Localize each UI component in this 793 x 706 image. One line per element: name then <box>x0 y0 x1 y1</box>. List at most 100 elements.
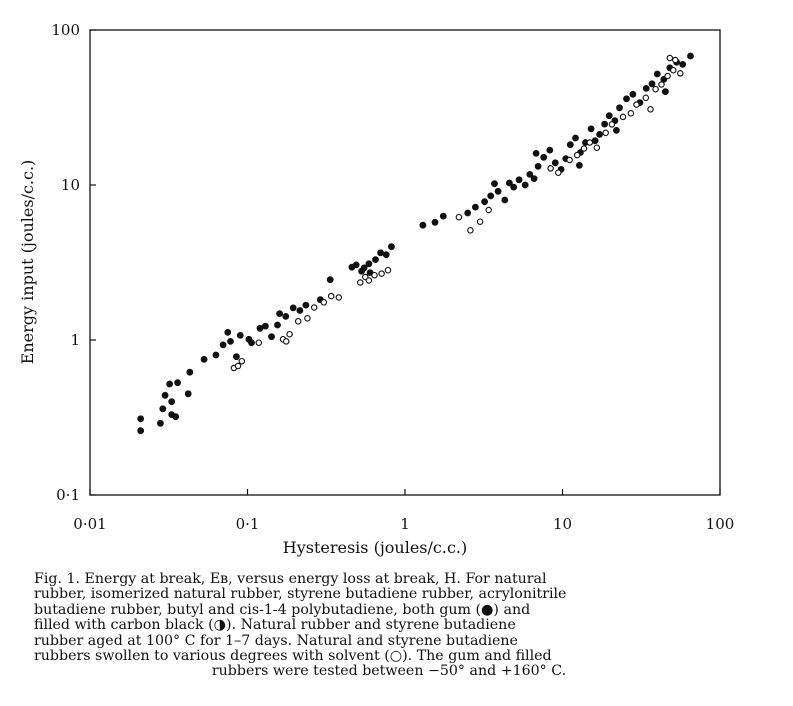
data-point-filled <box>439 212 447 220</box>
data-point-open <box>255 339 263 346</box>
data-point-filled <box>168 398 176 406</box>
data-point-filled <box>268 333 275 341</box>
data-point-filled <box>501 196 509 204</box>
data-point-filled <box>587 125 595 133</box>
data-point-filled <box>679 61 687 68</box>
data-point-filled <box>532 149 540 157</box>
data-point-filled <box>596 130 603 138</box>
data-point-open <box>555 169 562 176</box>
data-point-filled <box>464 209 472 217</box>
y-tick-label: 100 <box>51 21 80 39</box>
data-point-filled <box>274 321 281 329</box>
data-point-filled <box>515 176 523 184</box>
data-point-filled <box>302 301 310 309</box>
caption-line: rubbers swollen to various degrees with … <box>34 648 552 665</box>
data-point-open <box>378 270 385 277</box>
data-point-filled <box>360 264 368 272</box>
x-tick-label: 10 <box>553 515 572 533</box>
data-point-open <box>455 213 463 221</box>
data-point-filled <box>352 261 360 269</box>
data-point-filled <box>377 249 384 257</box>
data-point-open <box>642 94 650 102</box>
data-point-filled <box>365 260 373 268</box>
data-point-filled <box>326 276 334 284</box>
data-point-filled <box>521 181 529 189</box>
data-point-open <box>677 70 684 77</box>
data-point-filled <box>576 161 583 169</box>
data-point-filled <box>219 341 227 349</box>
data-point-filled <box>431 218 439 226</box>
data-point-open <box>593 144 601 151</box>
caption-line: butadiene rubber, butyl and cis-1-4 poly… <box>34 601 531 618</box>
data-point-open <box>670 66 677 74</box>
data-point-open <box>485 206 492 214</box>
data-point-filled <box>236 331 244 339</box>
data-point-filled <box>642 85 650 92</box>
data-point-filled <box>551 159 559 167</box>
scatter-chart: 0·01 0·1 1 10 100 0·1 1 10 100 Hysteresis (joul… <box>18 21 734 557</box>
data-point-filled <box>491 180 498 188</box>
data-point-filled <box>534 162 542 170</box>
data-point-filled <box>186 368 194 376</box>
data-point-filled <box>481 198 488 206</box>
data-point-filled <box>505 179 513 187</box>
data-point-filled <box>605 112 613 120</box>
data-point-open <box>335 294 343 301</box>
x-axis-title: Hysteresis (joules/c.c.) <box>283 538 468 557</box>
data-point-filled <box>494 187 502 195</box>
data-point-filled <box>540 153 548 161</box>
y-axis-ticks: 0·1 1 10 100 <box>51 21 96 504</box>
data-point-filled <box>471 203 479 211</box>
data-point-filled <box>653 70 661 78</box>
data-point-filled <box>616 104 623 112</box>
data-point-filled <box>248 339 255 347</box>
data-point-open <box>627 110 635 117</box>
data-point-filled <box>224 328 232 336</box>
data-point-open <box>294 318 302 325</box>
data-point-open <box>608 121 616 128</box>
data-point-filled <box>510 183 518 191</box>
data-point-open <box>647 106 654 113</box>
data-point-open <box>310 304 318 311</box>
data-point-filled <box>227 337 234 345</box>
data-point-open <box>619 113 627 121</box>
caption-line: Fig. 1. Energy at break, Eʙ, versus ener… <box>34 571 547 587</box>
data-point-open <box>304 315 311 322</box>
x-tick-label: 100 <box>706 515 735 533</box>
data-point-filled <box>566 141 574 149</box>
data-point-filled <box>174 379 181 387</box>
caption-line: rubber aged at 100° C for 1–7 days. Natu… <box>34 632 518 649</box>
data-point-open <box>672 56 679 64</box>
data-point-filled <box>648 80 656 88</box>
data-point-filled <box>156 419 164 427</box>
data-point-filled <box>487 192 495 200</box>
data-point-open <box>238 357 246 365</box>
data-point-open <box>602 129 609 137</box>
data-point-filled <box>623 95 630 103</box>
data-point-open <box>467 227 474 234</box>
data-point-filled <box>200 355 208 363</box>
x-axis-ticks: 0·01 0·1 1 10 100 <box>73 489 734 533</box>
data-point-open <box>371 271 378 279</box>
data-point-filled <box>372 256 379 263</box>
data-point-filled <box>387 243 395 251</box>
figure-caption: Fig. 1. Energy at break, Eʙ, versus ener… <box>34 571 744 680</box>
data-point-open <box>666 54 674 62</box>
y-tick-label: 10 <box>61 176 80 194</box>
data-point-filled <box>282 312 290 320</box>
x-tick-label: 0·1 <box>236 515 260 533</box>
data-point-open <box>357 279 364 286</box>
data-point-filled <box>212 351 220 359</box>
data-point-filled <box>546 146 554 154</box>
data-point-filled <box>137 415 145 423</box>
data-point-open <box>384 266 392 274</box>
data-point-open <box>547 165 554 172</box>
data-point-open <box>573 151 581 159</box>
data-point-filled <box>382 251 390 259</box>
data-point-open <box>580 145 588 152</box>
data-point-open <box>286 330 293 338</box>
caption-line: rubber, isomerized natural rubber, styre… <box>34 586 567 603</box>
data-point-filled <box>261 322 269 330</box>
data-point-open <box>320 299 328 306</box>
